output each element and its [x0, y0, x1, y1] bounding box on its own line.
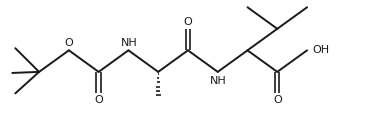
Text: NH: NH [210, 76, 227, 86]
Text: O: O [273, 95, 282, 105]
Text: NH: NH [121, 37, 138, 48]
Text: O: O [94, 95, 103, 105]
Text: OH: OH [312, 45, 329, 55]
Text: O: O [64, 39, 73, 48]
Text: O: O [184, 17, 192, 27]
